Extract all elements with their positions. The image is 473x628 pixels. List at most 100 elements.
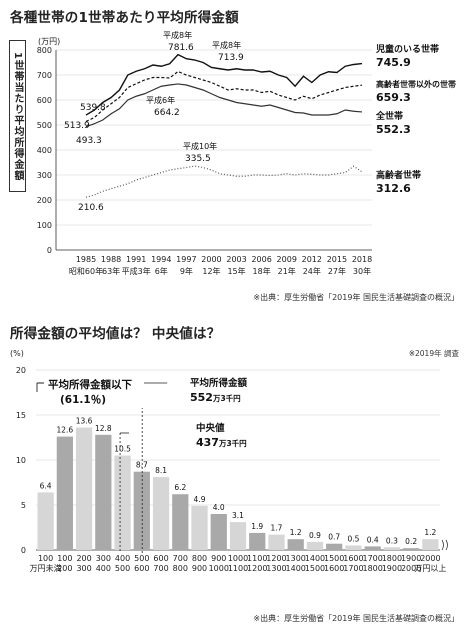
series-line-0 — [85, 53, 363, 116]
bar-value-label: 10.5 — [114, 445, 131, 454]
annotation-label: 493.3 — [76, 136, 102, 146]
x-tick-label-top: 1200 — [266, 554, 286, 563]
x-tick-era-label: 21年 — [278, 266, 296, 276]
annotation-label: 平成8年 — [212, 40, 241, 50]
x-tick-era-label: 30年 — [353, 266, 371, 276]
mean-value: 552万3千円 — [190, 391, 241, 404]
series-line-2 — [85, 83, 363, 128]
x-tick-label-bottom: 1900 — [382, 564, 402, 573]
below-mean-value: (61.1％) — [60, 394, 106, 406]
bar — [172, 494, 189, 550]
series-line-1 — [85, 70, 363, 123]
mean-label: 平均所得金額 — [190, 377, 248, 389]
bar — [403, 548, 420, 550]
bar — [287, 539, 304, 550]
x-tick-label-bottom: 800 — [173, 564, 188, 573]
bar-value-label: 12.6 — [57, 426, 74, 435]
bar — [95, 434, 112, 550]
bar — [249, 532, 266, 550]
x-tick-label-top: 300 — [96, 554, 111, 563]
x-tick-label-top: 1500 — [324, 554, 344, 563]
y-tick-label: 600 — [37, 96, 52, 105]
x-tick-label: 2012 — [302, 255, 322, 264]
x-tick-era-label: 24年 — [303, 266, 321, 276]
series-end-value-label: 552.3 — [376, 123, 411, 136]
bar — [152, 477, 170, 550]
bar-value-label: 6.2 — [174, 483, 186, 492]
bar-value-label: 4.9 — [194, 495, 206, 504]
y-tick-label: 15 — [16, 411, 26, 420]
x-tick-label-bottom: 1200 — [247, 564, 267, 573]
x-tick-era-label: 12年 — [202, 266, 220, 276]
x-tick-label-top: 900 — [211, 554, 226, 563]
bar — [191, 505, 208, 550]
bar — [326, 543, 343, 550]
bar — [56, 436, 73, 550]
legend-label: 児童のいる世帯 — [375, 43, 439, 55]
y-unit-label: (%) — [10, 349, 24, 358]
y-tick-label: 5 — [21, 501, 26, 510]
x-tick-label-bottom: 500 — [115, 564, 130, 573]
x-tick-label: 2003 — [226, 255, 246, 264]
annotation-label: 539.8 — [80, 103, 106, 113]
bar — [383, 547, 401, 550]
x-tick-label: 1997 — [176, 255, 196, 264]
y-tick-label: 400 — [37, 146, 52, 155]
below-mean-label: 平均所得金額以下 — [48, 378, 132, 391]
annotation-label: 平成6年 — [146, 95, 175, 105]
x-tick-label-bottom: 1700 — [343, 564, 363, 573]
legend-label: 高齢者世帯以外の世帯 — [376, 79, 456, 89]
x-tick-label: 2015 — [327, 255, 347, 264]
bar — [75, 427, 93, 550]
bar-value-label: 1.9 — [251, 522, 263, 531]
x-tick-label: 2018 — [352, 255, 372, 264]
annotation-label: 781.6 — [168, 43, 194, 53]
x-tick-label-bottom: 1100 — [228, 564, 248, 573]
y-tick-label: 300 — [37, 171, 52, 180]
median-label: 中央値 — [196, 422, 225, 434]
series-end-value-label: 745.9 — [376, 56, 411, 69]
bar-value-label: 8.1 — [155, 466, 167, 475]
x-tick-label-bottom: 1000 — [209, 564, 229, 573]
x-tick-label: 1988 — [101, 255, 121, 264]
y-tick-label: 10 — [16, 456, 26, 465]
bar-value-label: 0.4 — [367, 535, 379, 544]
x-tick-label-bottom: 1400 — [286, 564, 306, 573]
y-tick-label: 800 — [37, 46, 52, 55]
x-tick-label: 1991 — [126, 255, 146, 264]
legend-label: 高齢者世帯 — [376, 169, 421, 181]
annotation-label: 平成8年 — [163, 30, 192, 40]
x-tick-label-bottom: 600 — [134, 564, 149, 573]
bar-value-label: 1.2 — [424, 528, 436, 537]
median-value-unit: 万3千円 — [218, 438, 247, 448]
series-end-value-label: 312.6 — [376, 182, 411, 195]
annotation-label: 713.9 — [218, 53, 244, 63]
bar-value-label: 0.7 — [328, 533, 340, 542]
x-tick-label-bottom: 900 — [192, 564, 207, 573]
line-chart-source: ※出典：厚生労働省「2019年 国民生活基礎調査の概況」 — [253, 293, 459, 302]
x-tick-label-top: 100 — [38, 554, 53, 563]
y-tick-label: 0 — [21, 546, 26, 555]
median-value-number: 437 — [196, 436, 219, 449]
x-tick-label-top: 200 — [76, 554, 91, 563]
bar — [345, 545, 362, 550]
x-tick-label-bottom: 1600 — [324, 564, 344, 573]
x-tick-label-top: 400 — [115, 554, 130, 563]
mean-value-unit: 万3千円 — [212, 393, 241, 403]
x-tick-label-top: 1600 — [343, 554, 363, 563]
x-tick-label-bottom: 700 — [153, 564, 168, 573]
bar-value-label: 0.5 — [347, 535, 359, 544]
bar-value-label: 3.1 — [232, 511, 244, 520]
survey-note: ※2019年 調査 — [408, 349, 459, 358]
x-tick-label-top: 1900 — [401, 554, 421, 563]
line-chart-title: 各種世帯の1世帯あたり平均所得金額 — [10, 10, 239, 26]
annotation-label: 平成10年 — [183, 141, 217, 151]
x-tick-label-bottom: 300 — [76, 564, 91, 573]
x-tick-label-top: 2000 — [420, 554, 440, 563]
annotation-label: 513.9 — [64, 121, 90, 131]
x-tick-era-label: 6年 — [155, 266, 168, 276]
y-tick-label: 500 — [37, 121, 52, 130]
y-tick-label: 0 — [47, 246, 52, 255]
x-tick-label-top: 100 — [57, 554, 72, 563]
